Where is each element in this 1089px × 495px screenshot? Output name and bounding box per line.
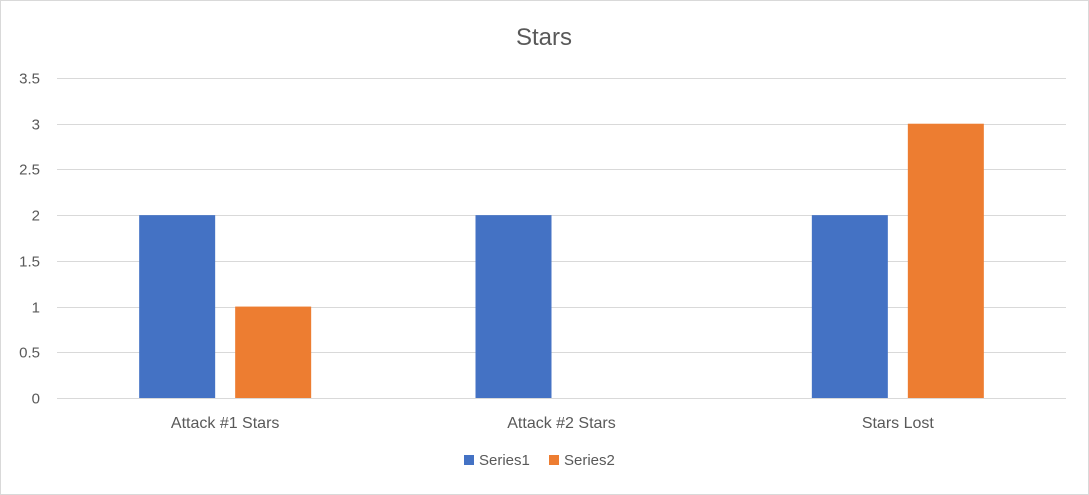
x-category-label: Stars Lost <box>862 415 935 432</box>
y-tick-label: 2 <box>32 208 40 225</box>
legend-label-series2: Series2 <box>564 452 615 469</box>
legend-swatch-series1 <box>464 455 474 465</box>
bar-series1-1 <box>475 215 552 398</box>
legend: Series1 Series2 <box>464 452 615 469</box>
bar-series2-2 <box>907 123 984 398</box>
y-tick-label: 0 <box>32 391 40 408</box>
bar-series1-0 <box>139 215 216 398</box>
legend-swatch-series2 <box>549 455 559 465</box>
x-axis-categories: Attack #1 Stars Attack #2 Stars Stars Lost <box>171 415 934 432</box>
y-tick-label: 1 <box>32 300 40 317</box>
x-category-label: Attack #1 Stars <box>171 415 280 432</box>
y-axis-ticks: 0 0.5 1 1.5 2 2.5 3 3.5 <box>19 71 40 408</box>
legend-label-series1: Series1 <box>479 452 530 469</box>
bar-series2-0 <box>235 306 312 398</box>
bars <box>139 123 984 398</box>
bar-series1-2 <box>811 215 888 398</box>
y-tick-label: 2.5 <box>19 162 40 179</box>
x-category-label: Attack #2 Stars <box>507 415 616 432</box>
y-tick-label: 0.5 <box>19 345 40 362</box>
gridlines <box>57 78 1066 399</box>
y-tick-label: 3 <box>32 117 40 134</box>
y-tick-label: 3.5 <box>19 71 40 88</box>
chart-title: Stars <box>516 24 572 51</box>
y-tick-label: 1.5 <box>19 254 40 271</box>
